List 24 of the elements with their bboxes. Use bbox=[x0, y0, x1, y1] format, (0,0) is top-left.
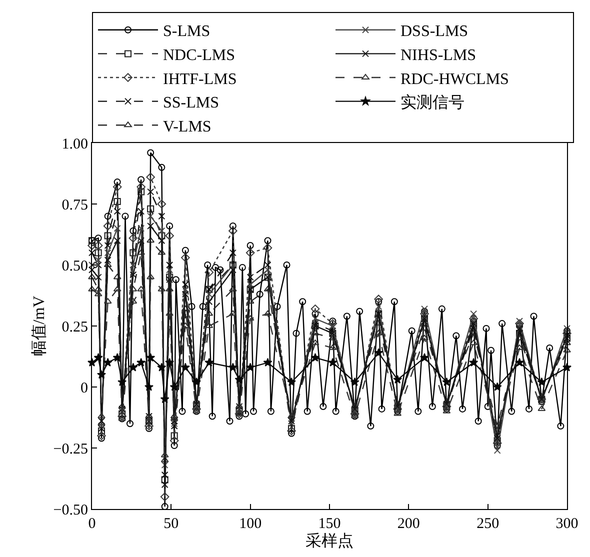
legend-label: SS-LMS bbox=[163, 94, 220, 112]
y-axis-title: 幅值/mV bbox=[31, 295, 48, 356]
legend-label: DSS-LMS bbox=[400, 23, 468, 40]
x-tick-label: 150 bbox=[318, 516, 341, 532]
x-tick-label: 300 bbox=[556, 516, 578, 532]
x-tick-label: 50 bbox=[164, 516, 179, 532]
y-tick-label: −0.25 bbox=[53, 441, 88, 458]
x-tick-label: 250 bbox=[476, 516, 500, 532]
legend-label: S-LMS bbox=[163, 23, 210, 40]
legend-label: V-LMS bbox=[163, 118, 212, 136]
x-tick-label: 200 bbox=[397, 516, 420, 532]
legend-label: 实测信号 bbox=[400, 94, 464, 112]
y-tick-label: 0.50 bbox=[62, 258, 88, 274]
x-tick-label: 100 bbox=[239, 516, 262, 532]
legend-label: NIHS-LMS bbox=[400, 46, 476, 64]
y-tick-label: 0 bbox=[80, 380, 88, 396]
legend-label: RDC-HWCLMS bbox=[400, 70, 509, 88]
x-axis-title: 采样点 bbox=[306, 532, 354, 550]
y-tick-label: 1.00 bbox=[62, 136, 88, 152]
y-tick-label: −0.50 bbox=[53, 502, 88, 518]
y-tick-label: 0.25 bbox=[62, 319, 88, 336]
legend-label: NDC-LMS bbox=[163, 46, 236, 64]
legend-label: IHTF-LMS bbox=[163, 70, 237, 88]
y-tick-label: 0.75 bbox=[62, 197, 88, 214]
